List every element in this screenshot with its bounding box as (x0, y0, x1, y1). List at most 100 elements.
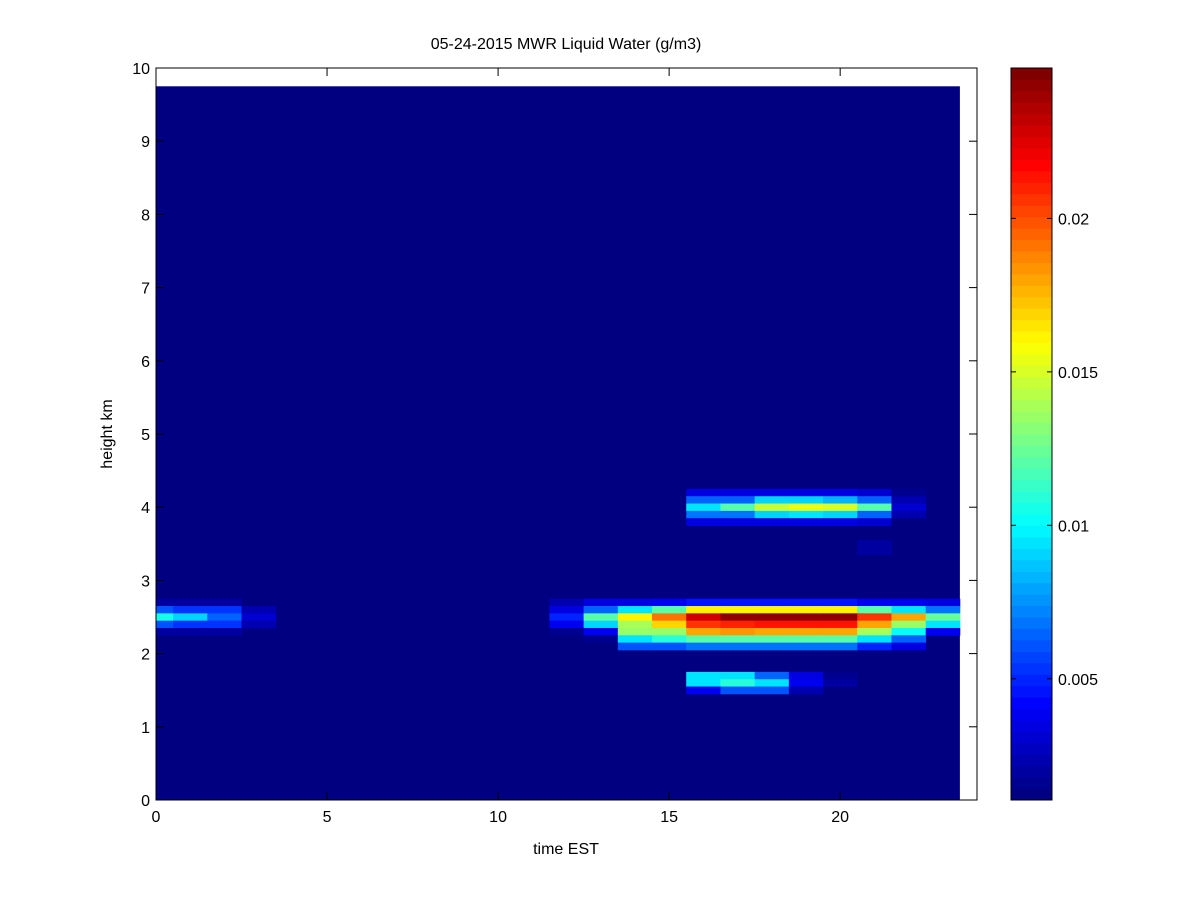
heatmap-cell (857, 613, 892, 622)
heatmap-cell (720, 606, 756, 614)
heatmap-cell (925, 627, 961, 636)
heatmap-cell (754, 510, 790, 519)
colorbar-band (1011, 697, 1052, 709)
colorbar-band (1011, 273, 1052, 286)
colorbar-band (1011, 788, 1052, 801)
heatmap-cell (686, 642, 721, 651)
colorbar-band (1011, 182, 1052, 195)
heatmap-cell (823, 518, 858, 526)
colorbar-band (1011, 205, 1052, 218)
heatmap-cell (891, 510, 927, 519)
heatmap-cell (686, 598, 721, 607)
x-tick-label: 5 (323, 809, 332, 826)
heatmap-cell (857, 627, 892, 636)
heatmap-cell (617, 642, 653, 651)
heatmap-cell (788, 510, 824, 519)
colorbar-band (1011, 136, 1052, 149)
heatmap-cell (617, 635, 653, 644)
heatmap-cell (754, 488, 790, 497)
heatmap-cell (788, 686, 824, 695)
axes: 0 5 10 15 20 0 1 2 3 4 5 6 7 8 9 10 (132, 61, 978, 826)
heatmap-cell (617, 627, 653, 636)
colorbar-band (1011, 90, 1052, 103)
heatmap-cell (720, 503, 756, 512)
heatmap-cell (686, 496, 721, 504)
heatmap-cell (652, 635, 687, 644)
heatmap-cell (156, 606, 174, 614)
heatmap-cell (857, 540, 892, 548)
heatmap-cell (823, 627, 858, 636)
colorbar-band (1011, 594, 1052, 607)
heatmap-cell (788, 488, 824, 497)
colorbar-tick-label: 0.01 (1058, 518, 1089, 535)
colorbar-band (1011, 285, 1052, 298)
colorbar-band (1011, 605, 1052, 618)
colorbar-band (1011, 193, 1052, 206)
heatmap-cell (207, 598, 242, 607)
y-tick-label: 8 (141, 207, 150, 224)
heatmap-cell (754, 606, 790, 614)
heatmap-cell (788, 503, 824, 512)
heatmap-cell (173, 620, 208, 629)
y-tick-label: 1 (141, 720, 150, 737)
colorbar-band (1011, 228, 1052, 241)
heatmap-cell (823, 642, 858, 651)
heatmap-cell (891, 598, 927, 607)
heatmap-cell (823, 613, 858, 622)
heatmap-cell (156, 613, 174, 622)
heatmap-cell (720, 598, 756, 607)
heatmap-cell (788, 620, 824, 629)
heatmap-cell (617, 598, 653, 607)
heatmap-cell (788, 496, 824, 504)
colorbar-band (1011, 170, 1052, 183)
heatmap-cell (720, 627, 756, 636)
colorbar-band (1011, 479, 1052, 492)
heatmap-cell (891, 642, 927, 651)
heatmap-cell (857, 518, 892, 526)
x-tick-label: 0 (152, 809, 161, 826)
colorbar-tick-label: 0.015 (1058, 365, 1098, 382)
heatmap-cell (686, 679, 721, 687)
colorbar-band (1011, 525, 1052, 538)
colorbar-band (1011, 376, 1052, 389)
heatmap-cell (720, 510, 756, 519)
heatmap-cell (788, 518, 824, 526)
heatmap-cell (241, 620, 277, 629)
heatmap-cell (686, 503, 721, 512)
colorbar-band (1011, 617, 1052, 629)
colorbar-band (1011, 262, 1052, 275)
heatmap-cell (754, 620, 790, 629)
y-tick-label: 3 (141, 573, 150, 590)
x-tick-label: 15 (660, 809, 678, 826)
colorbar-band (1011, 456, 1052, 469)
heatmap-cell (583, 635, 619, 644)
y-tick-label: 10 (132, 61, 150, 78)
heatmap-cell (207, 627, 242, 636)
heatmap-cell (241, 606, 277, 614)
colorbar-band (1011, 296, 1052, 309)
heatmap-cell (891, 606, 927, 614)
heatmap-cell (549, 598, 585, 607)
heatmap-cell (720, 686, 756, 695)
heatmap-cell (207, 606, 242, 614)
y-tick-label: 9 (141, 134, 150, 151)
heatmap-cell (652, 642, 687, 651)
colorbar-band (1011, 125, 1052, 138)
heatmap-cell (173, 606, 208, 614)
heatmap-cell (207, 620, 242, 629)
heatmap-cell (891, 518, 927, 526)
heatmap-cell (891, 635, 927, 644)
heatmap-cell (823, 606, 858, 614)
colorbar-band (1011, 434, 1052, 446)
colorbar-band (1011, 754, 1052, 767)
heatmap-cell (857, 496, 892, 504)
heatmap-cell (823, 496, 858, 504)
colorbar-band (1011, 468, 1052, 481)
heatmap-cell (754, 686, 790, 695)
heatmap-cell (788, 627, 824, 636)
heatmap-cell (823, 635, 858, 644)
heatmap-cell (754, 598, 790, 607)
colorbar-band (1011, 674, 1052, 687)
heatmap-cell (652, 627, 687, 636)
